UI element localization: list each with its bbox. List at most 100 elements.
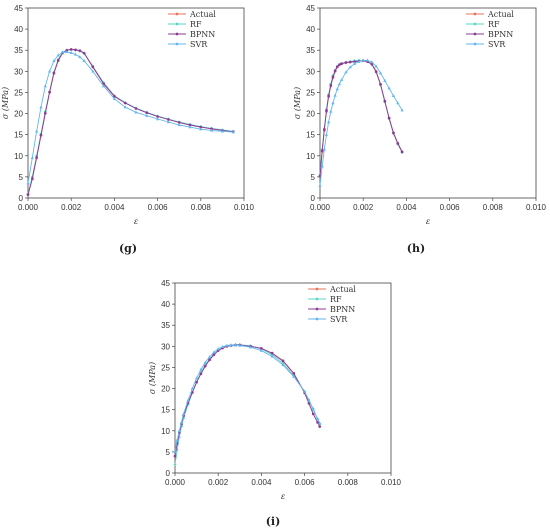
data-point-bpnn xyxy=(195,380,198,384)
data-point-bpnn xyxy=(392,131,395,135)
data-point-bpnn xyxy=(31,177,34,180)
data-point-bpnn xyxy=(387,116,391,120)
data-point-svr xyxy=(374,64,378,68)
chart-panel-2: 0 5 10 15 20 25 30 35 40 45 0.000 0.002 0.004 0.006 0.… xyxy=(293,4,547,255)
plot-frame xyxy=(27,7,245,199)
y-tick-label: 35 xyxy=(14,46,23,55)
data-point-bpnn xyxy=(335,65,339,68)
data-point-bpnn xyxy=(270,351,274,355)
data-point-rf xyxy=(182,416,186,420)
legend-marker-svr xyxy=(315,317,319,321)
legend-marker-bpnn xyxy=(315,307,319,311)
data-point-svr xyxy=(378,71,383,75)
data-point-bpnn xyxy=(52,71,56,75)
data-point-bpnn xyxy=(156,115,159,118)
data-point-svr xyxy=(292,374,296,378)
data-point-svr xyxy=(35,129,39,133)
data-point-svr xyxy=(396,101,400,105)
data-point-svr xyxy=(56,53,60,57)
y-tick-label: 10 xyxy=(14,152,23,161)
data-point-rf xyxy=(186,403,190,407)
data-point-bpnn xyxy=(344,61,348,64)
data-point-bpnn xyxy=(208,358,211,362)
data-point-svr xyxy=(112,96,116,100)
data-point-svr xyxy=(387,86,391,90)
data-point-bpnn xyxy=(35,156,38,159)
data-point-svr xyxy=(60,50,65,54)
legend-marker-svr xyxy=(175,42,179,46)
x-tick-label: 0.004 xyxy=(396,203,417,212)
legend-label-rf: RF xyxy=(330,295,342,304)
data-point-bpnn xyxy=(325,109,328,112)
data-point-bpnn xyxy=(370,62,374,66)
data-point-bpnn xyxy=(320,149,324,153)
x-tick-label: 0.010 xyxy=(234,203,255,212)
x-tick-label: 0.010 xyxy=(526,203,547,212)
y-tick-label: 15 xyxy=(161,406,170,415)
series-line-actual xyxy=(27,48,234,195)
data-point-bpnn xyxy=(123,101,127,105)
data-point-bpnn xyxy=(329,83,333,87)
data-point-svr xyxy=(190,386,194,390)
data-point-svr xyxy=(311,407,315,411)
data-point-bpnn xyxy=(281,359,285,362)
x-tick-label: 0.006 xyxy=(148,203,169,212)
series-line-bpnn xyxy=(27,48,234,195)
data-point-svr xyxy=(30,156,34,160)
data-point-svr xyxy=(210,128,214,132)
y-tick-label: 30 xyxy=(161,342,170,351)
plot-frame xyxy=(174,282,392,474)
y-tick-label: 0 xyxy=(166,469,171,478)
y-tick-label: 20 xyxy=(161,385,170,394)
data-point-bpnn xyxy=(260,347,263,350)
x-tick-label: 0.000 xyxy=(165,478,186,487)
x-tick-label: 0.000 xyxy=(310,203,331,212)
x-tick-label: 0.006 xyxy=(440,203,461,212)
data-point-bpnn xyxy=(91,65,95,68)
legend-label-bpnn: BPNN xyxy=(190,30,215,39)
data-point-svr xyxy=(186,398,190,402)
data-point-svr xyxy=(352,61,357,65)
data-point-svr xyxy=(207,355,212,359)
y-tick-label: 5 xyxy=(166,448,171,457)
plot-frame xyxy=(319,7,537,199)
data-point-svr xyxy=(78,55,82,59)
data-point-svr xyxy=(212,350,216,354)
data-point-bpnn xyxy=(327,94,330,98)
y-tick-label: 20 xyxy=(14,110,23,119)
data-point-svr xyxy=(203,360,207,364)
data-point-svr xyxy=(39,105,43,109)
data-point-svr xyxy=(123,105,127,109)
y-tick-label: 40 xyxy=(306,25,315,34)
legend-label-bpnn: BPNN xyxy=(488,30,513,39)
data-point-svr xyxy=(331,101,335,105)
data-point-svr xyxy=(52,58,56,62)
data-point-svr xyxy=(307,398,311,402)
x-tick-label: 0.008 xyxy=(483,203,504,212)
data-point-bpnn xyxy=(102,82,105,85)
panel-label: (g) xyxy=(119,242,137,255)
data-point-rf xyxy=(177,435,181,439)
data-point-svr xyxy=(188,125,192,129)
data-point-svr xyxy=(145,113,149,117)
data-point-svr xyxy=(315,417,320,421)
panel-label: (h) xyxy=(407,242,425,255)
data-point-svr xyxy=(324,132,329,136)
y-tick-label: 25 xyxy=(14,88,23,97)
x-tick-label: 0.008 xyxy=(191,203,212,212)
y-axis-label: σ (MPa) xyxy=(293,87,302,119)
legend-label-actual: Actual xyxy=(487,10,514,19)
legend-marker-bpnn xyxy=(473,32,477,36)
data-point-svr xyxy=(177,123,181,127)
data-point-svr xyxy=(335,87,339,91)
legend-marker-svr xyxy=(473,42,477,46)
data-point-svr xyxy=(322,147,326,151)
data-point-bpnn xyxy=(82,51,86,55)
data-point-svr xyxy=(281,363,285,367)
data-point-svr xyxy=(383,78,387,82)
data-point-svr xyxy=(233,343,238,347)
data-point-svr xyxy=(199,127,203,131)
y-axis-label: σ (MPa) xyxy=(148,362,157,394)
y-tick-label: 15 xyxy=(14,131,23,140)
data-point-svr xyxy=(249,345,253,349)
